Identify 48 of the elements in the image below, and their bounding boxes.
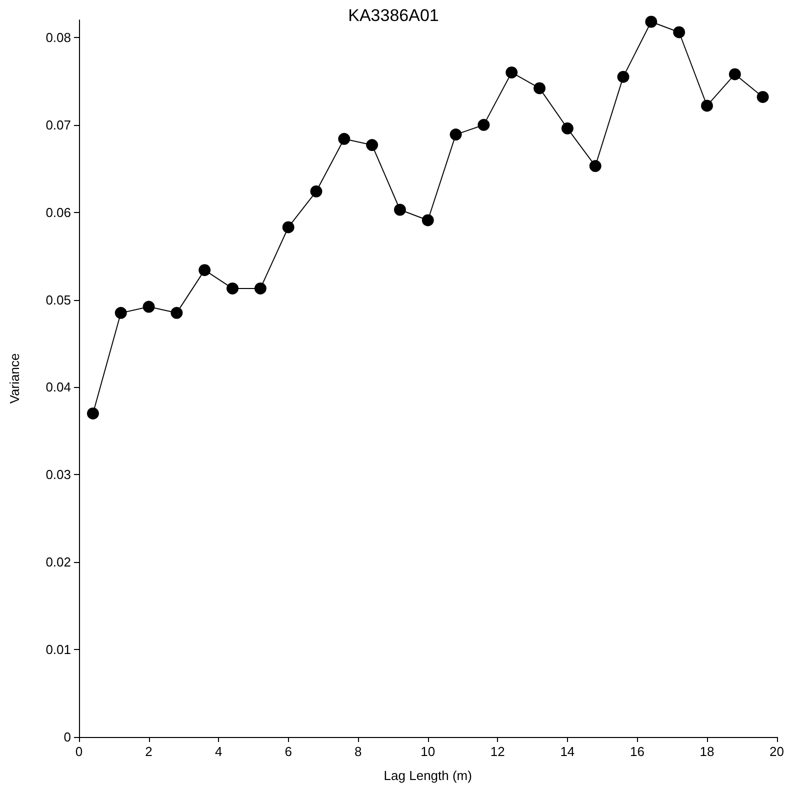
x-tick-label: 14: [560, 744, 575, 759]
point: [394, 204, 406, 216]
point: [310, 185, 322, 198]
point: [645, 16, 658, 28]
y-tick-label: 0.01: [46, 642, 71, 658]
x-tick-label: 8: [354, 744, 362, 759]
y-axis-title: Variance: [7, 353, 22, 404]
point: [617, 70, 630, 83]
point: [561, 122, 574, 134]
chart-title: KA3386A01: [348, 6, 439, 25]
x-tick-label: 18: [700, 744, 714, 759]
point: [589, 160, 602, 172]
x-axis-title: Lag Length (m): [384, 768, 472, 783]
x-tick-label: 0: [75, 744, 83, 759]
point: [701, 100, 713, 112]
point: [282, 221, 294, 234]
point: [226, 282, 239, 294]
x-tick-label: 20: [770, 744, 784, 759]
point: [142, 300, 155, 313]
point: [756, 90, 769, 103]
x-tick-label: 10: [420, 744, 436, 759]
x-tick-label: 12: [490, 744, 505, 759]
y-tick-label: 0.02: [46, 554, 71, 570]
point: [86, 407, 99, 420]
y-tick-label: 0.06: [46, 204, 71, 220]
point: [338, 132, 350, 145]
y-tick-label: 0.04: [46, 380, 71, 395]
point: [114, 306, 127, 319]
point: [728, 68, 741, 80]
point: [198, 264, 211, 276]
point: [534, 82, 546, 94]
x-tick-label: 16: [630, 744, 644, 759]
point: [366, 139, 378, 152]
x-tick-label: 6: [284, 744, 292, 759]
y-tick-label: 0.03: [46, 467, 71, 482]
point: [254, 282, 266, 294]
x-tick-label: 4: [214, 744, 222, 759]
y-tick-label: 0.07: [46, 117, 71, 132]
point: [506, 66, 518, 78]
y-tick-label: 0.08: [46, 30, 71, 45]
x-tick-label: 2: [145, 744, 152, 759]
point: [422, 214, 434, 226]
point: [673, 26, 686, 38]
y-tick-label: 0: [64, 730, 71, 744]
point: [170, 306, 183, 319]
point: [450, 128, 462, 141]
point: [478, 118, 490, 131]
y-tick-label: 0.05: [46, 292, 71, 308]
